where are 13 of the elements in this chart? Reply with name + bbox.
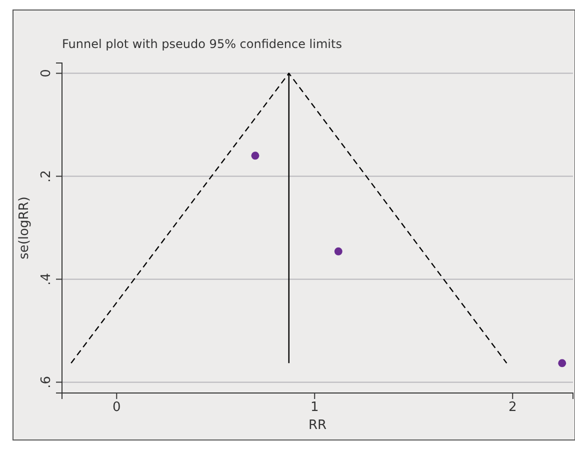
x-tick-label: 0 [112, 400, 121, 416]
point [251, 152, 260, 160]
y-tick-label: 0 [39, 69, 54, 78]
y-tick-label: .2 [39, 170, 54, 182]
point [334, 247, 342, 256]
x-tick-label: 1 [310, 400, 319, 416]
x-tick-label: 2 [508, 400, 517, 416]
chart-title: Funnel plot with pseudo 95% confidence limits [62, 37, 342, 51]
y-tick-label: .4 [39, 273, 54, 286]
point [558, 359, 566, 368]
y-tick-label: .6 [39, 376, 54, 388]
y-axis-title: se(logRR) [17, 196, 32, 260]
x-axis-title: RR [308, 418, 327, 433]
